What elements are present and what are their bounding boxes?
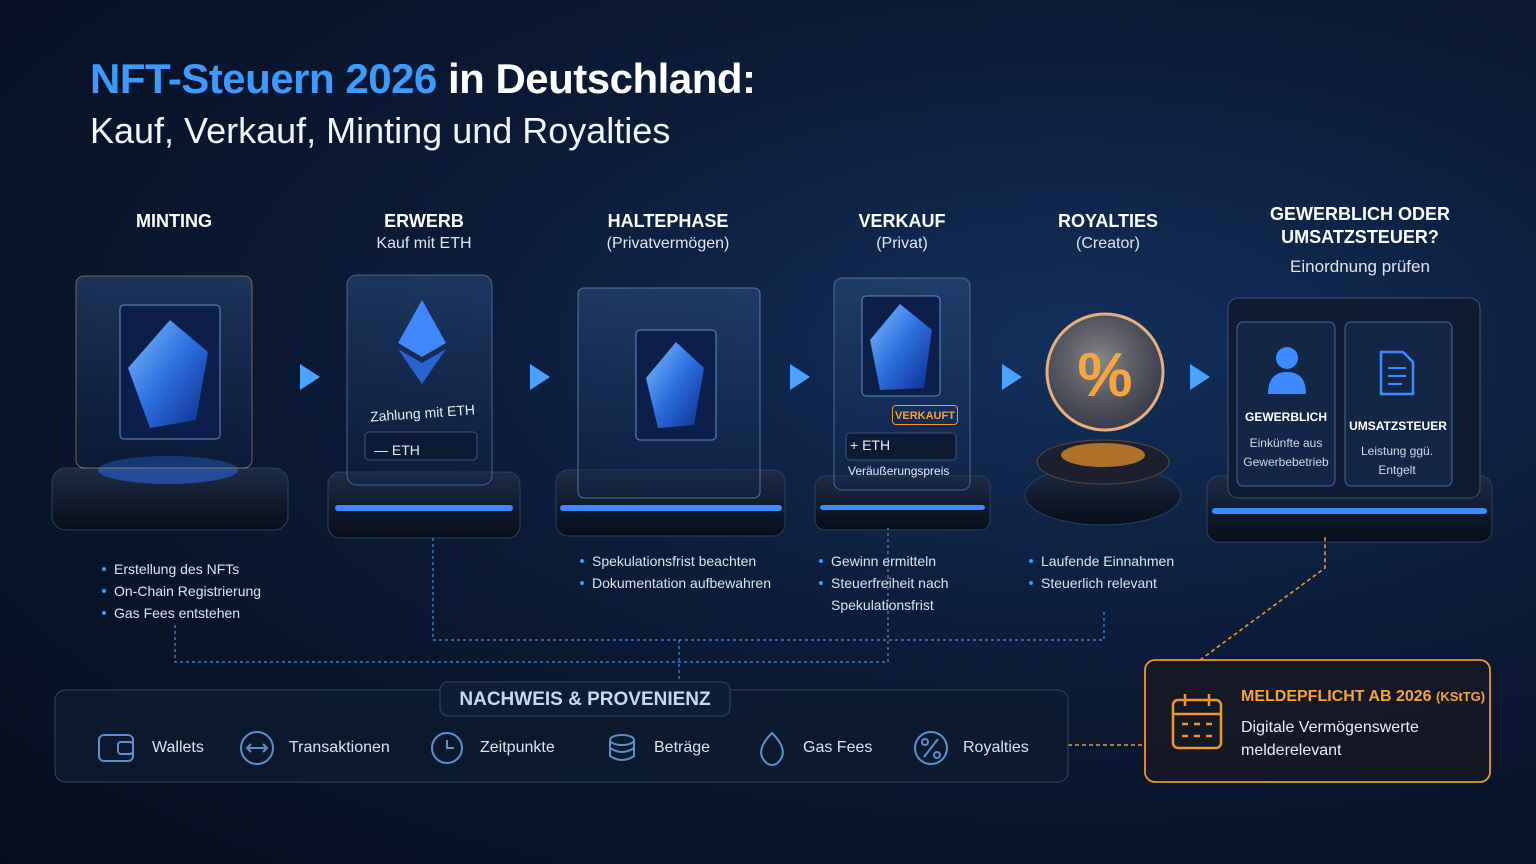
bullet: Dokumentation aufbewahren xyxy=(578,572,771,594)
title: NFT-Steuern 2026 in Deutschland: xyxy=(90,55,756,103)
bullet: Gewinn ermitteln xyxy=(817,550,967,572)
bullets: Gewinn ermitteln Steuerfreiheit nach Spek… xyxy=(817,550,967,616)
evidence-item: Zeitpunkte xyxy=(480,739,555,756)
coin-symbol: % xyxy=(1077,341,1133,410)
stage-title: HALTEPHASE xyxy=(607,211,729,231)
minting-visual xyxy=(51,275,289,531)
stage-header: GEWERBLICH ODER UMSATZSTEUER? Einordnung … xyxy=(1250,203,1470,277)
evidence-item: Beträge xyxy=(654,739,711,756)
notice-title-main: MELDEPFLICHT AB 2026 xyxy=(1241,688,1432,705)
stage-title: ERWERB xyxy=(384,211,464,231)
royalties-visual xyxy=(1024,312,1182,526)
notice-title: MELDEPFLICHT AB 2026 (KStTG) xyxy=(1241,688,1485,706)
notice-box xyxy=(1144,659,1491,783)
panel-title: GEWERBLICH xyxy=(1245,410,1327,424)
evidence-item: Gas Fees xyxy=(803,739,873,756)
evidence-item: Royalties xyxy=(963,739,1029,756)
bullets: Spekulationsfrist beachten Dokumentation … xyxy=(578,550,771,594)
notice-title-suffix: (KStTG) xyxy=(1436,689,1486,704)
stage-subtitle: Kauf mit ETH xyxy=(376,235,472,252)
stage-subtitle: (Privatvermögen) xyxy=(606,235,730,252)
bullets: Laufende Einnahmen Steuerlich relevant xyxy=(1027,550,1174,594)
bullets: Erstellung des NFTs On-Chain Registrierun… xyxy=(100,558,261,624)
title-rest: in Deutschland: xyxy=(447,55,756,102)
evidence-item: Wallets xyxy=(152,739,204,756)
stage-header: HALTEPHASE (Privatvermögen) xyxy=(548,210,788,253)
arrows xyxy=(300,364,1210,390)
panel-text: Leistung ggü. Entgelt xyxy=(1360,444,1434,477)
stage-title: MINTING xyxy=(136,211,212,231)
bullet: Spekulationsfrist beachten xyxy=(578,550,771,572)
stage-title: ROYALTIES xyxy=(1057,211,1159,231)
evidence-icons xyxy=(98,731,948,767)
bullet: On-Chain Registrierung xyxy=(100,580,261,602)
haltephase-visual xyxy=(555,287,786,537)
card-amount: + ETH xyxy=(850,437,891,453)
notice-text: Digitale Vermögenswerte melderelevant xyxy=(1241,719,1419,759)
sold-badge: VERKAUFT xyxy=(892,405,958,425)
erwerb-visual xyxy=(327,274,521,539)
bullet: Steuerlich relevant xyxy=(1027,572,1174,594)
panel-title: UMSATZSTEUER xyxy=(1349,419,1447,433)
evidence-item: Transaktionen xyxy=(289,739,390,756)
stage-header: ROYALTIES (Creator) xyxy=(988,210,1228,253)
bullet: Erstellung des NFTs xyxy=(100,558,261,580)
evidence-tab xyxy=(439,681,731,717)
verkauf-visual xyxy=(814,277,991,531)
stage-header: MINTING xyxy=(54,210,294,233)
card-label: Veräußerungspreis xyxy=(848,464,950,478)
card-amount: — ETH xyxy=(374,442,420,458)
stage-title: GEWERBLICH ODER UMSATZSTEUER? xyxy=(1270,204,1450,247)
notice-connectors xyxy=(1068,535,1326,746)
stage-header: VERKAUF (Privat) xyxy=(782,210,1022,253)
stage-title: VERKAUF xyxy=(858,211,946,231)
stage-header: ERWERB Kauf mit ETH xyxy=(304,210,544,253)
subtitle: Kauf, Verkauf, Minting und Royalties xyxy=(90,110,671,151)
evidence-title: NACHWEIS & PROVENIENZ xyxy=(459,689,711,710)
bullet: Steuerfreiheit nach Spekulationsfrist xyxy=(817,572,967,616)
panel-text: Einkünfte aus Gewerbebetrieb xyxy=(1243,436,1329,469)
title-highlight: NFT-Steuern 2026 xyxy=(90,55,437,102)
bullet: Gas Fees entstehen xyxy=(100,602,261,624)
gewerblich-visual xyxy=(1206,297,1493,543)
stage-subtitle: (Creator) xyxy=(1075,235,1140,252)
calendar-icon xyxy=(1171,694,1223,750)
stage-subtitle: (Privat) xyxy=(876,235,928,252)
connectors xyxy=(174,528,1105,690)
stage-subtitle: Einordnung prüfen xyxy=(1290,257,1430,276)
bullet: Laufende Einnahmen xyxy=(1027,550,1174,572)
